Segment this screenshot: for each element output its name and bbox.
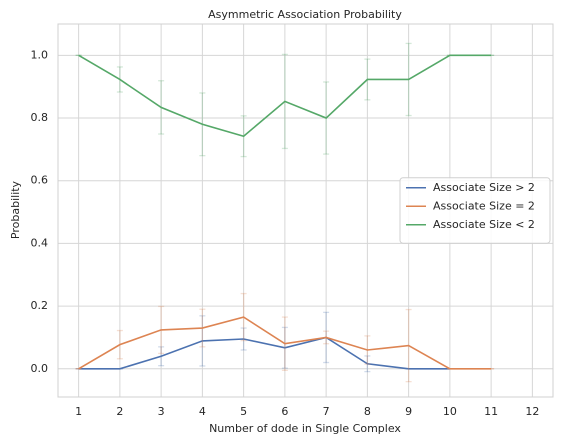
- y-tick-label: 0.8: [31, 111, 49, 124]
- chart-title: Asymmetric Association Probability: [208, 8, 402, 21]
- series-line: [78, 316, 492, 370]
- x-tick-label: 6: [281, 405, 288, 418]
- legend-label: Associate Size = 2: [433, 199, 535, 212]
- x-tick-label: 2: [116, 405, 123, 418]
- series-line: [78, 336, 450, 370]
- y-axis-label: Probability: [9, 180, 22, 239]
- x-axis-label: Number of dode in Single Complex: [209, 422, 401, 435]
- x-tick-label: 9: [405, 405, 412, 418]
- series-line: [78, 54, 492, 138]
- y-tick-label: 0.2: [31, 299, 49, 312]
- y-tick-label: 0.0: [31, 362, 49, 375]
- x-tick-label: 5: [240, 405, 247, 418]
- x-tick-label: 3: [158, 405, 165, 418]
- plot-frame: [57, 23, 554, 398]
- legend-label: Associate Size > 2: [433, 181, 535, 194]
- y-tick-label: 0.4: [31, 236, 49, 249]
- x-tick-label: 11: [484, 405, 498, 418]
- x-tick-label: 8: [364, 405, 371, 418]
- legend-label: Associate Size < 2: [433, 218, 535, 231]
- y-tick-label: 0.6: [31, 174, 49, 187]
- x-tick-label: 4: [199, 405, 206, 418]
- x-tick-label: 7: [323, 405, 330, 418]
- legend-box: [399, 177, 551, 244]
- x-tick-label: 10: [443, 405, 457, 418]
- x-tick-label: 1: [75, 405, 82, 418]
- x-tick-label: 12: [525, 405, 539, 418]
- y-tick-label: 1.0: [31, 48, 49, 61]
